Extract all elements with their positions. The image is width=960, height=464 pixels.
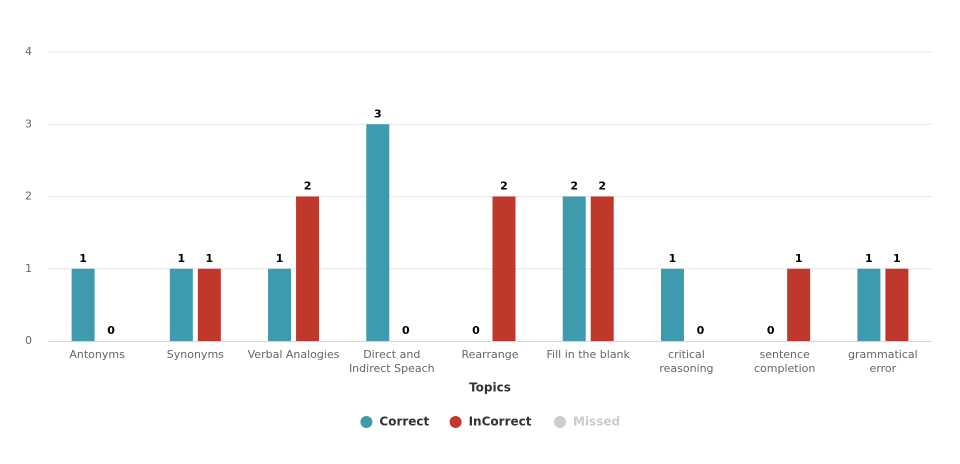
x-tick-label: Rearrange xyxy=(461,348,519,361)
legend-label: InCorrect xyxy=(469,415,532,429)
legend-marker xyxy=(554,416,566,428)
y-tick-label: 0 xyxy=(25,334,32,347)
bar xyxy=(366,124,390,341)
bar xyxy=(857,268,881,341)
x-tick-label: Antonyms xyxy=(69,348,125,361)
legend-label: Missed xyxy=(573,415,620,429)
y-tick-label: 2 xyxy=(25,190,32,203)
x-axis-title: Topics xyxy=(469,381,511,395)
bar xyxy=(660,268,684,341)
data-label: 0 xyxy=(402,324,410,337)
data-label: 2 xyxy=(500,180,508,193)
bar xyxy=(562,196,586,341)
data-label: 0 xyxy=(107,324,115,337)
y-tick-label: 4 xyxy=(25,45,32,58)
x-tick-label: grammatical error xyxy=(848,348,918,375)
data-label: 2 xyxy=(304,180,312,193)
data-label: 1 xyxy=(795,252,803,265)
bar xyxy=(268,268,292,341)
bar xyxy=(71,268,95,341)
x-tick-label: sentence completion xyxy=(753,348,816,375)
legend-label: Correct xyxy=(379,415,429,429)
data-label: 1 xyxy=(865,252,873,265)
data-label: 1 xyxy=(206,252,214,265)
legend-marker xyxy=(360,416,373,428)
bar xyxy=(169,268,193,341)
data-label: 1 xyxy=(178,252,186,265)
data-label: 2 xyxy=(570,180,578,193)
bar xyxy=(885,268,909,341)
data-label: 2 xyxy=(598,180,606,193)
bar xyxy=(492,196,516,341)
bar xyxy=(296,196,320,341)
bar xyxy=(590,196,614,341)
x-tick-label: Verbal Analogies xyxy=(247,348,340,361)
bar xyxy=(787,268,811,341)
data-label: 1 xyxy=(79,252,87,265)
data-label: 0 xyxy=(767,324,775,337)
data-label: 1 xyxy=(893,252,901,265)
bar xyxy=(197,268,221,341)
x-tick-label: Direct and Indirect Speach xyxy=(348,348,435,375)
y-tick-label: 3 xyxy=(25,117,32,130)
x-tick-label: Synonyms xyxy=(166,348,224,361)
legend-marker xyxy=(449,416,462,428)
x-tick-label: critical reasoning xyxy=(659,348,714,375)
data-label: 3 xyxy=(374,107,382,120)
data-label: 1 xyxy=(276,252,284,265)
x-tick-label: Fill in the blank xyxy=(546,348,630,361)
data-label: 1 xyxy=(669,252,677,265)
data-label: 0 xyxy=(697,324,705,337)
y-tick-label: 1 xyxy=(25,262,32,275)
data-label: 0 xyxy=(472,324,480,337)
